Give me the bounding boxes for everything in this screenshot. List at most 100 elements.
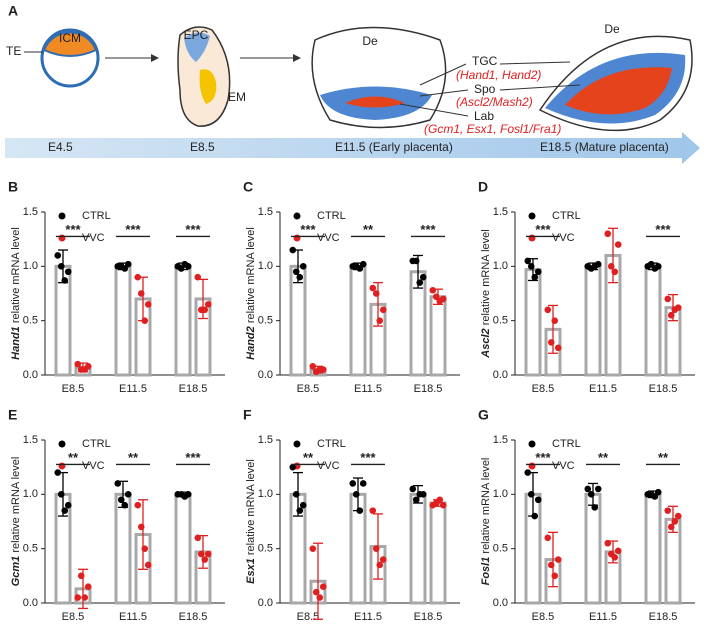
data-point — [84, 583, 92, 590]
significance-label: *** — [300, 222, 316, 237]
panel-letter: E — [8, 407, 17, 423]
data-point — [544, 306, 552, 314]
x-tick-label: E18.5 — [649, 383, 678, 395]
data-point — [379, 306, 387, 314]
data-point — [319, 366, 327, 373]
bar — [584, 492, 602, 605]
data-point — [674, 304, 682, 311]
significance-label: *** — [185, 222, 201, 237]
data-point — [372, 545, 380, 552]
data-point — [74, 594, 82, 601]
data-point — [141, 545, 149, 552]
data-point — [359, 480, 367, 487]
data-point — [372, 290, 380, 297]
timeline — [5, 132, 700, 164]
te-label: TE — [6, 44, 21, 58]
x-tick-label: E18.5 — [414, 611, 443, 623]
data-point — [664, 295, 672, 303]
bar — [409, 492, 427, 605]
panel-letter: F — [243, 407, 252, 423]
y-label-gene: Hand1 — [10, 326, 22, 360]
y-tick-label: 0.0 — [493, 369, 508, 381]
y-label-text: relative mRNA level — [10, 457, 22, 556]
data-point — [137, 523, 145, 531]
legend-marker — [58, 212, 66, 220]
bar — [644, 492, 662, 605]
data-point — [527, 491, 535, 498]
y-label-text: relative mRNA level — [245, 227, 257, 326]
data-point — [296, 507, 304, 514]
data-point — [309, 545, 317, 552]
significance-label: ** — [658, 450, 669, 465]
significance-label: *** — [655, 222, 671, 237]
pointer — [419, 63, 467, 86]
data-point — [117, 496, 125, 504]
tgc-genes: (Hand1, Hand2) — [456, 68, 541, 82]
data-point — [197, 550, 205, 558]
significance-label: *** — [360, 450, 376, 465]
bar — [114, 492, 132, 605]
data-point — [604, 230, 612, 238]
y-tick-label: 0.5 — [258, 543, 273, 555]
data-point — [611, 268, 619, 276]
data-point — [412, 257, 420, 265]
data-point — [124, 491, 132, 498]
data-point — [134, 501, 142, 509]
panel-letter: G — [478, 407, 489, 423]
y-tick-label: 1.5 — [23, 206, 38, 218]
y-tick-label: 0.0 — [258, 597, 273, 609]
y-tick-label: 1.0 — [258, 260, 273, 272]
panel-letter: A — [8, 3, 18, 19]
significance-label: ** — [598, 450, 609, 465]
legend-label: VVC — [552, 232, 575, 244]
data-point — [312, 588, 320, 596]
data-point — [604, 539, 612, 547]
data-point — [379, 556, 387, 563]
data-point — [594, 260, 602, 268]
pointer — [499, 84, 581, 91]
lab-genes: (Gcm1, Esx1, Fosl1/Fra1) — [424, 122, 561, 136]
data-point — [524, 257, 532, 265]
mature-labyrinth — [565, 67, 672, 115]
data-point — [299, 263, 307, 270]
x-tick-label: E8.5 — [297, 383, 320, 395]
em-label: EM — [228, 90, 246, 104]
data-point — [137, 290, 145, 297]
data-point — [316, 594, 324, 601]
y-axis-label: Gcm1 relative mRNA level — [10, 457, 22, 587]
de-label: De — [362, 34, 378, 48]
data-point — [611, 554, 619, 561]
y-tick-label: 1.0 — [23, 260, 38, 272]
y-tick-label: 1.0 — [493, 488, 508, 500]
data-point — [309, 363, 317, 370]
x-tick-label: E8.5 — [532, 383, 555, 395]
data-point — [416, 279, 424, 286]
data-point — [352, 491, 360, 498]
legend-label: VVC — [82, 232, 105, 244]
data-point — [184, 263, 192, 270]
data-point — [376, 317, 384, 324]
data-point — [134, 273, 142, 281]
data-point — [64, 268, 72, 276]
panel-letter: D — [478, 179, 488, 195]
data-point — [201, 306, 209, 314]
data-point — [664, 507, 672, 514]
significance-label: *** — [535, 222, 551, 237]
error-bar — [313, 542, 323, 620]
error-bar — [138, 499, 148, 570]
data-point — [121, 501, 129, 509]
significance-label: *** — [535, 450, 551, 465]
data-point — [81, 594, 89, 601]
data-point — [292, 491, 300, 498]
data-point — [531, 273, 539, 281]
x-tick-label: E11.5 — [589, 611, 617, 623]
x-tick-label: E11.5 — [119, 383, 147, 395]
x-tick-label: E11.5 — [354, 611, 382, 623]
data-point — [584, 485, 592, 493]
data-point — [144, 301, 152, 308]
legend-label: CTRL — [552, 210, 581, 222]
y-tick-label: 1.5 — [258, 206, 273, 218]
y-label-gene: Esx1 — [245, 558, 257, 584]
data-point — [534, 268, 542, 276]
